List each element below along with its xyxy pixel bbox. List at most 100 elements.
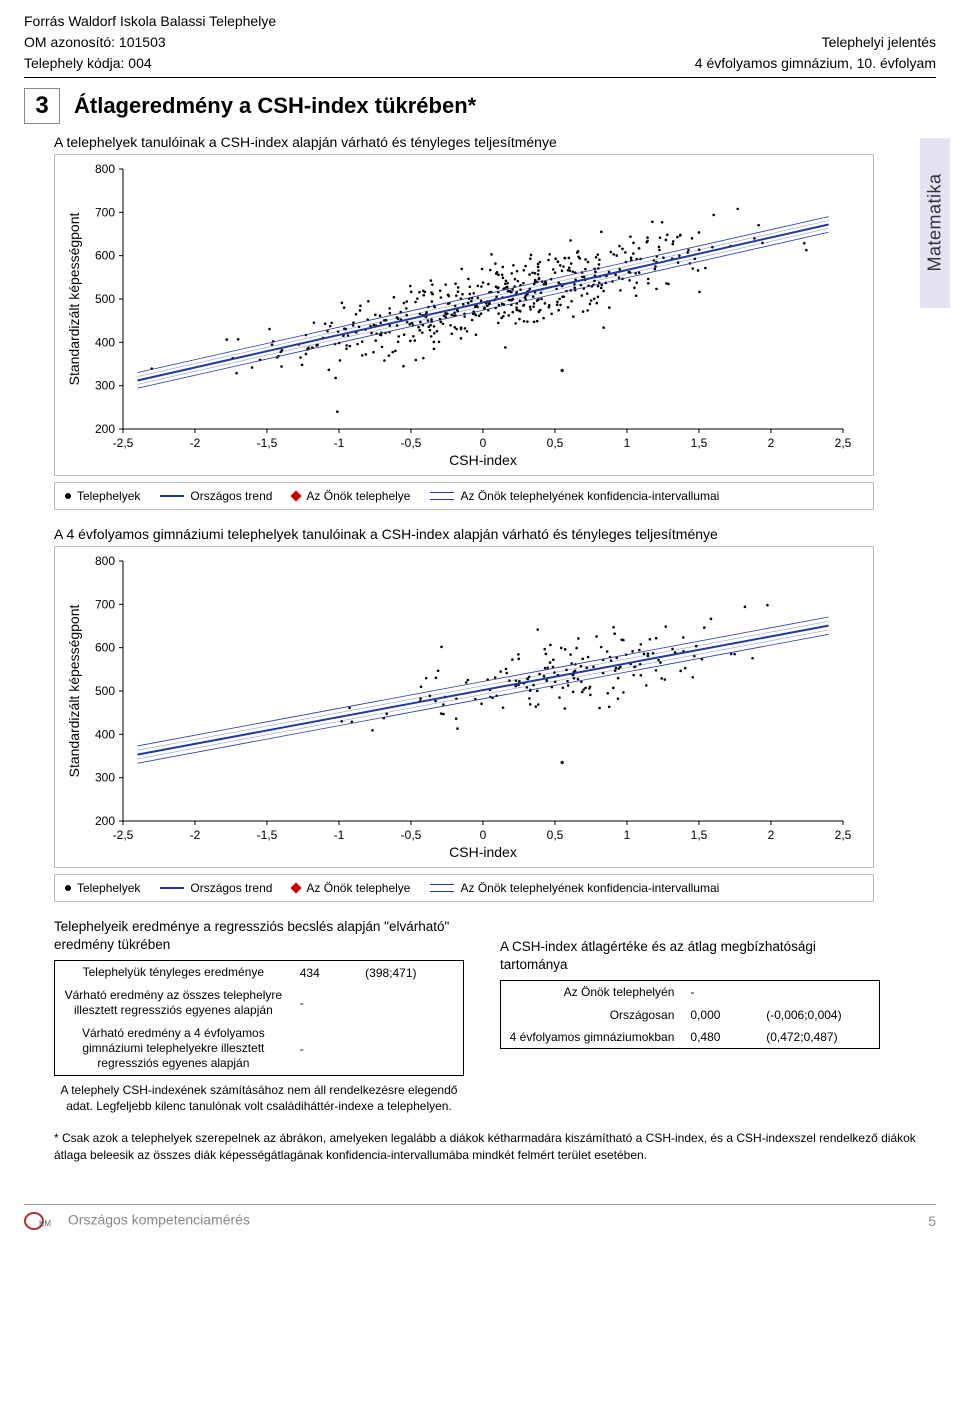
row-label: Az Önök telephelyén	[501, 981, 683, 1004]
svg-text:Standardizált képességpont: Standardizált képességpont	[66, 212, 82, 385]
svg-text:-0,5: -0,5	[401, 828, 422, 842]
row-value: -	[682, 981, 758, 1004]
row-label: Telephelyük tényleges eredménye	[55, 961, 292, 985]
svg-text:400: 400	[95, 335, 115, 349]
row-ci	[758, 981, 879, 1004]
table-row: Telephelyük tényleges eredménye 434 (398…	[55, 961, 464, 985]
table-row: Várható eredmény az összes telephelyre i…	[55, 984, 464, 1022]
svg-text:2,5: 2,5	[835, 828, 852, 842]
chart1-box: 200 300 400 500 600 700 800 -2,5 -2 -1,5 -1 -0,5 0 0,…	[54, 154, 874, 476]
row-value: 0,000	[682, 1004, 758, 1026]
svg-text:2: 2	[768, 828, 775, 842]
regression-results-table: Telephelyük tényleges eredménye 434 (398…	[54, 960, 464, 1076]
section-titlebar: 3 Átlageredmény a CSH-index tükrében*	[24, 88, 936, 124]
svg-text:700: 700	[95, 205, 115, 219]
subject-side-tab: Matematika	[920, 138, 950, 308]
svg-text:600: 600	[95, 248, 115, 262]
diamond-icon	[291, 882, 302, 893]
chart1-subtitle: A telephelyek tanulóinak a CSH-index ala…	[54, 134, 936, 150]
svg-text:0: 0	[480, 828, 487, 842]
page-number: 5	[928, 1213, 936, 1229]
row-label: 4 évfolyamos gimnáziumokban	[501, 1026, 683, 1049]
row-value: 0,480	[682, 1026, 758, 1049]
svg-text:KM: KM	[39, 1219, 51, 1228]
table-row: Várható eredmény a 4 évfolyamos gimnáziu…	[55, 1022, 464, 1076]
footnote: * Csak azok a telephelyek szerepelnek az…	[54, 1130, 936, 1164]
school-name: Forrás Waldorf Iskola Balassi Telephelye	[24, 12, 276, 31]
row-value: -	[292, 984, 357, 1022]
table-row: 4 évfolyamos gimnáziumokban 0,480 (0,472…	[501, 1026, 880, 1049]
svg-text:-2: -2	[190, 436, 201, 450]
svg-text:400: 400	[95, 727, 115, 741]
svg-text:200: 200	[95, 422, 115, 436]
svg-text:-1: -1	[334, 436, 345, 450]
chart2-box: 200300400500600700800-2,5-2-1,5-1-0,500,…	[54, 546, 874, 868]
legend-telephelyek: Telephelyek	[65, 881, 140, 895]
svg-text:-2,5: -2,5	[113, 436, 134, 450]
svg-text:CSH-index: CSH-index	[449, 844, 517, 860]
csh-average-table: Az Önök telephelyén - Országosan 0,000 (…	[500, 980, 880, 1049]
legend-ci: Az Önök telephelyének konfidencia-interv…	[430, 489, 719, 503]
page-title: Átlageredmény a CSH-index tükrében*	[74, 93, 476, 119]
svg-text:-2,5: -2,5	[113, 828, 134, 842]
right-table-heading: A CSH-index átlagértéke és az átlag megb…	[500, 938, 880, 974]
svg-text:1,5: 1,5	[691, 436, 708, 450]
svg-text:1: 1	[624, 828, 631, 842]
csh-insufficient-note: A telephely CSH-indexének számításához n…	[54, 1082, 464, 1114]
chart2-subtitle: A 4 évfolyamos gimnáziumi telephelyek ta…	[54, 526, 936, 542]
legend-own-site: Az Önök telephelye	[292, 489, 410, 503]
page-header: Forrás Waldorf Iskola Balassi Telephelye…	[24, 12, 936, 78]
dot-icon	[65, 885, 71, 891]
svg-text:800: 800	[95, 162, 115, 176]
left-table-heading: Telephelyeik eredménye a regressziós bec…	[54, 918, 464, 954]
svg-text:500: 500	[95, 292, 115, 306]
svg-text:0,5: 0,5	[547, 436, 564, 450]
table-row: Az Önök telephelyén -	[501, 981, 880, 1004]
row-ci	[357, 984, 463, 1022]
om-id: OM azonosító: 101503	[24, 33, 276, 52]
svg-text:-1: -1	[334, 828, 345, 842]
row-value: 434	[292, 961, 357, 985]
svg-text:600: 600	[95, 640, 115, 654]
section-number: 3	[35, 92, 48, 120]
svg-text:300: 300	[95, 770, 115, 784]
diamond-icon	[291, 490, 302, 501]
svg-text:1,5: 1,5	[691, 828, 708, 842]
svg-text:0: 0	[480, 436, 487, 450]
row-value: -	[292, 1022, 357, 1076]
chart1-legend: Telephelyek Országos trend Az Önök telep…	[54, 482, 874, 510]
chart1-svg: 200 300 400 500 600 700 800 -2,5 -2 -1,5 -1 -0,5 0 0,…	[59, 161, 859, 471]
row-label: Várható eredmény az összes telephelyre i…	[55, 984, 292, 1022]
ci-icon	[430, 884, 454, 892]
svg-text:2,5: 2,5	[835, 436, 852, 450]
legend-trend: Országos trend	[160, 489, 272, 503]
school-type: 4 évfolyamos gimnázium, 10. évfolyam	[695, 54, 936, 73]
svg-text:700: 700	[95, 597, 115, 611]
svg-text:-1,5: -1,5	[257, 828, 278, 842]
page-footer: KM Országos kompetenciamérés 5	[24, 1204, 936, 1231]
svg-text:-0,5: -0,5	[401, 436, 422, 450]
row-label: Országosan	[501, 1004, 683, 1026]
svg-text:500: 500	[95, 684, 115, 698]
svg-text:-1,5: -1,5	[257, 436, 278, 450]
footer-left-text: Országos kompetenciamérés	[68, 1212, 250, 1228]
svg-text:Standardizált képességpont: Standardizált képességpont	[66, 604, 82, 777]
row-ci: (0,472;0,487)	[758, 1026, 879, 1049]
table-row: Országosan 0,000 (-0,006;0,004)	[501, 1004, 880, 1026]
line-icon	[160, 887, 184, 889]
section-number-box: 3	[24, 88, 60, 124]
okm-logo-icon: KM	[24, 1211, 58, 1231]
row-ci: (-0,006;0,004)	[758, 1004, 879, 1026]
site-code: Telephely kódja: 004	[24, 54, 276, 73]
svg-text:300: 300	[95, 378, 115, 392]
row-ci: (398;471)	[357, 961, 463, 985]
svg-text:200: 200	[95, 814, 115, 828]
legend-trend: Országos trend	[160, 881, 272, 895]
svg-text:800: 800	[95, 554, 115, 568]
chart2-legend: Telephelyek Országos trend Az Önök telep…	[54, 874, 874, 902]
chart2-svg: 200300400500600700800-2,5-2-1,5-1-0,500,…	[59, 553, 859, 863]
svg-text:-2: -2	[190, 828, 201, 842]
report-type: Telephelyi jelentés	[695, 33, 936, 52]
row-label: Várható eredmény a 4 évfolyamos gimnáziu…	[55, 1022, 292, 1076]
svg-text:2: 2	[768, 436, 775, 450]
